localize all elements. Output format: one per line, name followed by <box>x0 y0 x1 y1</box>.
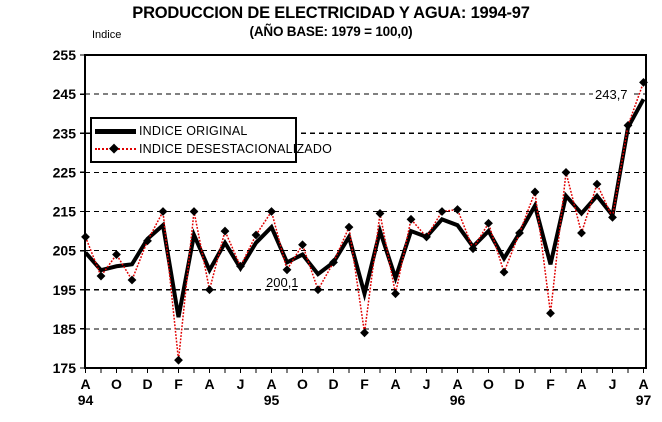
diamond-marker-icon <box>96 271 106 281</box>
legend-label-original: INDICE ORIGINAL <box>139 123 248 138</box>
diamond-marker-icon <box>592 179 602 189</box>
y-tick-label: 215 <box>53 204 77 220</box>
diamond-marker-icon <box>499 267 509 277</box>
annotation-sep95-value: 200,1 <box>266 275 299 290</box>
x-tick-label: A <box>576 376 586 392</box>
x-year-label: 94 <box>78 392 94 408</box>
diamond-marker-icon <box>236 261 245 271</box>
x-year-label: 96 <box>450 392 466 408</box>
diamond-marker-icon: ◆ <box>109 140 119 156</box>
diamond-marker-icon <box>189 207 199 216</box>
legend-swatch-original-line <box>95 124 136 138</box>
annotation-aug97-value: 243,7 <box>593 87 630 102</box>
x-tick-label: O <box>483 376 494 392</box>
diamond-marker-icon <box>267 207 276 216</box>
diamond-marker-icon <box>468 244 478 254</box>
x-year-label: 97 <box>636 392 652 408</box>
x-tick-label: A <box>452 376 462 392</box>
x-tick-label: O <box>111 376 122 392</box>
diamond-marker-icon <box>623 121 633 130</box>
diamond-marker-icon <box>608 212 617 222</box>
legend-item-desestacionalizado: ◆ INDICE DESESTACIONALIZADO <box>95 140 332 158</box>
x-tick-label: A <box>390 376 400 392</box>
diamond-marker-icon <box>298 240 307 250</box>
y-tick-label: 205 <box>53 243 77 259</box>
x-tick-label: D <box>328 376 338 392</box>
x-tick-label: A <box>266 376 276 392</box>
diamond-marker-icon <box>282 265 292 275</box>
diamond-marker-icon <box>639 77 648 87</box>
diamond-marker-icon <box>546 308 555 318</box>
y-tick-label: 195 <box>53 282 77 298</box>
chart-subtitle: (AÑO BASE: 1979 = 100,0) <box>249 24 413 39</box>
x-tick-label: J <box>423 376 431 392</box>
y-tick-label: 245 <box>53 86 77 102</box>
diamond-marker-icon <box>453 205 462 214</box>
diamond-marker-icon <box>158 207 168 216</box>
y-tick-label: 225 <box>53 164 77 180</box>
x-tick-label: F <box>546 376 555 392</box>
diamond-marker-icon <box>344 222 354 232</box>
diamond-marker-icon <box>329 257 338 267</box>
x-axis: A O D F A J A O D F A J A O D F A J A94 95 96 97 <box>78 368 652 408</box>
diamond-marker-icon <box>220 226 230 236</box>
diamond-marker-icon <box>174 355 183 365</box>
x-tick-label: A <box>204 376 214 392</box>
legend-swatch-desestacionalizado-line: ◆ <box>95 140 136 156</box>
y-tick-label: 235 <box>53 125 77 141</box>
y-tick-label: 175 <box>53 360 77 376</box>
diamond-marker-icon <box>406 214 416 224</box>
legend-item-original: INDICE ORIGINAL <box>95 122 291 140</box>
y-tick-label: 255 <box>53 47 77 63</box>
diamond-marker-icon <box>313 285 323 295</box>
diamond-marker-icon <box>561 167 571 177</box>
y-axis-title: Indice <box>92 29 122 41</box>
diamond-marker-icon <box>251 230 261 240</box>
x-tick-label: D <box>514 376 524 392</box>
x-tick-label: F <box>174 376 183 392</box>
x-year-label: 95 <box>264 392 280 408</box>
x-tick-label: A <box>80 376 90 392</box>
diamond-marker-icon <box>515 228 524 238</box>
y-tick-label: 185 <box>53 321 77 337</box>
x-tick-label: O <box>297 376 308 392</box>
legend-label-desestacionalizado: INDICE DESESTACIONALIZADO <box>139 142 332 157</box>
diamond-marker-icon <box>81 232 90 242</box>
chart-title: PRODUCCION DE ELECTRICIDAD Y AGUA: 1994-… <box>132 4 530 22</box>
x-tick-label: A <box>638 376 648 392</box>
diamond-marker-icon <box>360 328 369 338</box>
diamond-marker-icon <box>143 236 152 246</box>
diamond-marker-icon <box>391 289 400 299</box>
series-indice-original <box>83 98 646 318</box>
diamond-marker-icon <box>375 209 385 218</box>
diamond-marker-icon <box>205 285 214 295</box>
legend-box: INDICE ORIGINAL ◆ INDICE DESESTACIONALIZ… <box>90 117 332 163</box>
diamond-marker-icon <box>437 207 447 216</box>
diamond-marker-icon <box>127 275 137 285</box>
diamond-marker-icon <box>577 228 586 238</box>
series-markers <box>81 77 648 365</box>
x-tick-label: J <box>609 376 617 392</box>
diamond-marker-icon <box>422 232 431 242</box>
x-tick-label: D <box>142 376 152 392</box>
diamond-marker-icon <box>530 187 540 197</box>
x-tick-label: J <box>237 376 245 392</box>
diamond-marker-icon <box>484 218 493 228</box>
diamond-marker-icon <box>112 250 121 259</box>
x-tick-label: F <box>360 376 369 392</box>
y-axis: 175 185 195 205 215 225 235 245 255 <box>53 47 85 376</box>
